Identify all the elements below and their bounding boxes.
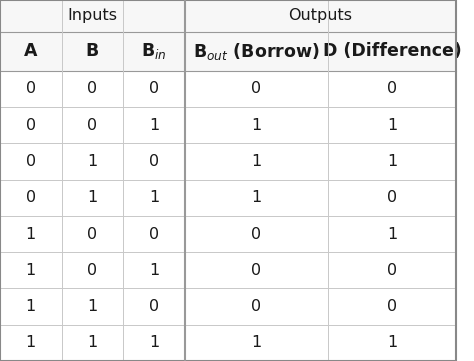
Bar [328,288,456,325]
Text: 1: 1 [87,335,98,351]
Text: 0: 0 [87,118,98,133]
Bar [0,71,62,107]
Text: 1: 1 [149,335,159,351]
Bar [0,0,185,32]
Text: 0: 0 [26,118,36,133]
Text: 0: 0 [26,154,36,169]
Text: Inputs: Inputs [67,8,118,23]
Text: 1: 1 [387,118,397,133]
Bar [123,71,185,107]
Text: 0: 0 [149,154,159,169]
Text: 1: 1 [387,226,397,242]
Bar [123,32,185,71]
Text: 1: 1 [26,335,36,351]
Text: 0: 0 [149,299,159,314]
Text: 0: 0 [87,226,98,242]
Bar [328,325,456,361]
Bar [328,180,456,216]
Bar [123,216,185,252]
Text: 1: 1 [251,154,262,169]
Text: 0: 0 [387,299,397,314]
Bar [62,252,123,288]
Bar [62,143,123,179]
Bar [62,107,123,143]
Bar [62,180,123,216]
Bar [123,252,185,288]
Text: 1: 1 [251,335,262,351]
Text: 1: 1 [149,190,159,205]
Bar [0,252,62,288]
Bar [62,325,123,361]
Bar [123,325,185,361]
Bar [185,32,328,71]
Bar [328,143,456,179]
Bar [62,71,123,107]
Bar [185,180,328,216]
Bar [0,180,62,216]
Text: D (Difference): D (Difference) [323,42,462,60]
Text: 1: 1 [26,263,36,278]
Text: 0: 0 [387,190,397,205]
Text: 1: 1 [251,118,262,133]
Bar [62,216,123,252]
Text: 1: 1 [87,190,98,205]
Bar [328,252,456,288]
Bar [123,107,185,143]
Text: 1: 1 [251,190,262,205]
Bar [185,252,328,288]
Bar [185,143,328,179]
Text: 1: 1 [26,226,36,242]
Bar [185,288,328,325]
Text: 1: 1 [87,154,98,169]
Text: B$_{out}$ (Borrow): B$_{out}$ (Borrow) [193,41,320,62]
Bar [185,107,328,143]
Bar [185,71,328,107]
Bar [185,325,328,361]
Bar [0,216,62,252]
Text: 1: 1 [87,299,98,314]
Bar [62,32,123,71]
Text: 1: 1 [387,154,397,169]
Bar [328,107,456,143]
Bar [328,71,456,107]
Text: 1: 1 [26,299,36,314]
Text: 1: 1 [149,118,159,133]
Text: 0: 0 [87,81,98,96]
Text: 1: 1 [149,263,159,278]
Bar [62,288,123,325]
Text: 0: 0 [26,190,36,205]
Text: B$_{in}$: B$_{in}$ [141,41,167,61]
Bar [0,288,62,325]
Text: 1: 1 [387,335,397,351]
Bar [123,180,185,216]
Text: A: A [24,42,37,60]
Text: 0: 0 [252,299,262,314]
Text: B: B [86,42,99,60]
Text: 0: 0 [387,81,397,96]
Bar [123,143,185,179]
Text: 0: 0 [26,81,36,96]
Bar [123,288,185,325]
Text: Outputs: Outputs [288,8,352,23]
Bar [0,107,62,143]
Text: 0: 0 [87,263,98,278]
Bar [328,216,456,252]
Bar [0,325,62,361]
Bar [185,216,328,252]
Bar [328,32,456,71]
Text: 0: 0 [252,263,262,278]
Text: 0: 0 [252,226,262,242]
Bar [185,0,456,32]
Text: 0: 0 [149,226,159,242]
Text: 0: 0 [252,81,262,96]
Text: 0: 0 [149,81,159,96]
Bar [0,143,62,179]
Bar [0,32,62,71]
Text: 0: 0 [387,263,397,278]
